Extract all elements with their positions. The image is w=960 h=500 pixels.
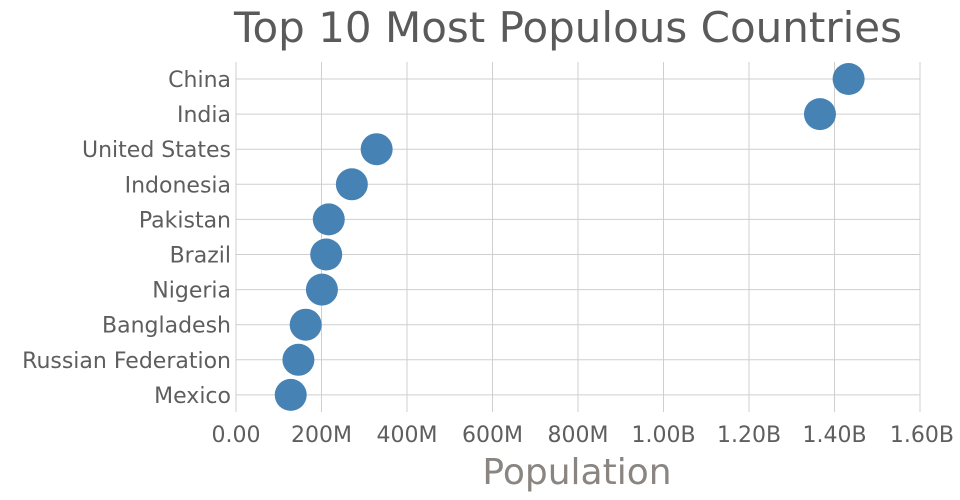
x-tick-label: 800M (548, 423, 609, 448)
y-tick-label: Bangladesh (102, 314, 231, 339)
x-tick-label: 200M (291, 423, 352, 448)
data-point (310, 238, 343, 271)
data-point (335, 168, 368, 201)
x-tick-label: 1.60B (890, 423, 954, 448)
data-point (305, 273, 338, 306)
y-tick-label: China (168, 68, 231, 93)
x-tick-label: 400M (377, 423, 438, 448)
x-tick-label: 0.00 (212, 423, 261, 448)
y-tick-label: Russian Federation (22, 349, 231, 374)
data-points (274, 63, 865, 411)
data-point (312, 203, 345, 236)
chart-title: Top 10 Most Populous Countries (233, 3, 902, 52)
y-tick-label: Nigeria (152, 279, 231, 304)
y-axis-tick-labels: China India United States Indonesia Pakistan… (22, 68, 231, 409)
data-point (289, 308, 322, 341)
x-axis-label: Population (482, 452, 671, 493)
y-tick-label: United States (82, 138, 231, 163)
data-point (832, 63, 865, 95)
x-tick-label: 600M (462, 423, 523, 448)
y-tick-label: Mexico (154, 384, 231, 409)
y-tick-label: Pakistan (139, 208, 231, 233)
x-tick-label: 1.00B (631, 423, 695, 448)
data-point (274, 378, 307, 411)
x-axis-tick-labels: 0.00 200M 400M 600M 800M 1.00B 1.20B 1.40B 1.60B (212, 423, 954, 448)
x-tick-label: 1.20B (717, 423, 781, 448)
y-tick-label: Brazil (170, 244, 231, 269)
y-tick-label: India (177, 103, 231, 128)
data-point (282, 343, 315, 376)
data-point (360, 133, 393, 166)
y-tick-label: Indonesia (125, 173, 231, 198)
gridlines (235, 62, 921, 412)
data-point (803, 98, 836, 131)
x-tick-label: 1.40B (802, 423, 866, 448)
